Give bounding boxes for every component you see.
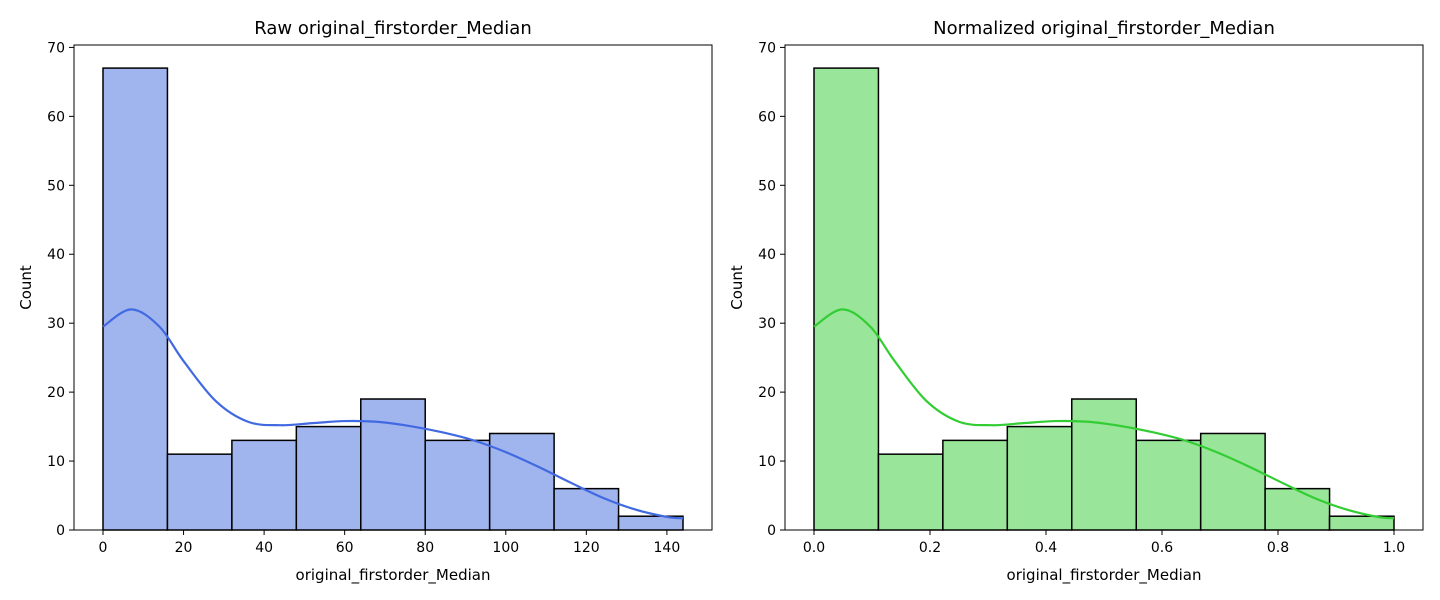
- y-axis-label: Count: [17, 265, 35, 310]
- x-axis-label: original_firstorder_Median: [296, 566, 491, 585]
- x-tick-label: 100: [492, 540, 519, 556]
- y-tick-label: 60: [47, 109, 65, 125]
- chart-title: Raw original_firstorder_Median: [254, 18, 532, 39]
- histogram-bar: [942, 439, 1009, 531]
- histogram-bar: [231, 439, 298, 531]
- histogram-bar: [877, 453, 944, 531]
- histogram-bar: [1199, 432, 1266, 531]
- y-tick-label: 30: [758, 316, 776, 332]
- x-tick-label: 60: [336, 540, 354, 556]
- y-tick-label: 0: [767, 523, 776, 539]
- histogram-bar: [553, 487, 620, 531]
- histogram-bar: [1071, 398, 1137, 531]
- y-tick-label: 0: [56, 523, 65, 539]
- x-tick-label: 0.6: [1151, 540, 1173, 556]
- chart-title: Normalized original_firstorder_Median: [933, 18, 1275, 39]
- x-tick-label: 80: [416, 540, 434, 556]
- chart-panel-2: 0.0 0.2 0.4 0.6 0.8 1.0 0 10 20 30 40 50 60 70 Normali…: [728, 18, 1424, 585]
- y-tick-label: 70: [758, 40, 776, 56]
- y-axis-label: Count: [728, 265, 746, 310]
- histogram-bar: [360, 398, 426, 531]
- x-tick-label: 0.8: [1267, 540, 1289, 556]
- y-tick-label: 50: [758, 178, 776, 194]
- histogram-bar: [488, 432, 555, 531]
- histogram-bar: [102, 67, 169, 531]
- y-tick-label: 30: [47, 316, 65, 332]
- y-tick-label: 50: [47, 178, 65, 194]
- x-tick-label: 0.2: [919, 540, 941, 556]
- x-tick-label: 120: [573, 540, 600, 556]
- histogram-bar: [424, 439, 491, 531]
- histogram-bar: [1006, 425, 1073, 531]
- kde-line: [813, 308, 1395, 520]
- y-tick-label: 40: [758, 247, 776, 263]
- y-tick-label: 70: [47, 40, 65, 56]
- x-tick-label: 140: [654, 540, 681, 556]
- y-tick-label: 20: [758, 385, 776, 401]
- axes-frame: [784, 44, 1424, 531]
- x-tick-label: 0: [99, 540, 108, 556]
- y-tick-label: 10: [758, 454, 776, 470]
- y-tick-label: 60: [758, 109, 776, 125]
- histogram-bar: [295, 425, 362, 531]
- chart-panel-1: 0 20 40 60 80 100 120 140 0 10 20 30 40 50 60 70 Raw ori…: [17, 18, 713, 585]
- y-tick-label: 20: [47, 385, 65, 401]
- kde-line: [102, 308, 684, 520]
- y-tick-label: 10: [47, 454, 65, 470]
- histogram-bar: [1264, 487, 1331, 531]
- axes-frame: [73, 44, 713, 531]
- x-tick-label: 40: [255, 540, 273, 556]
- histogram-bar: [1135, 439, 1202, 531]
- x-tick-label: 1.0: [1383, 540, 1405, 556]
- y-tick-label: 40: [47, 247, 65, 263]
- x-axis-label: original_firstorder_Median: [1007, 566, 1202, 585]
- histogram-bar: [166, 453, 233, 531]
- x-tick-label: 0.0: [803, 540, 825, 556]
- x-tick-label: 0.4: [1035, 540, 1057, 556]
- x-tick-label: 20: [175, 540, 193, 556]
- histogram-bar: [813, 67, 880, 531]
